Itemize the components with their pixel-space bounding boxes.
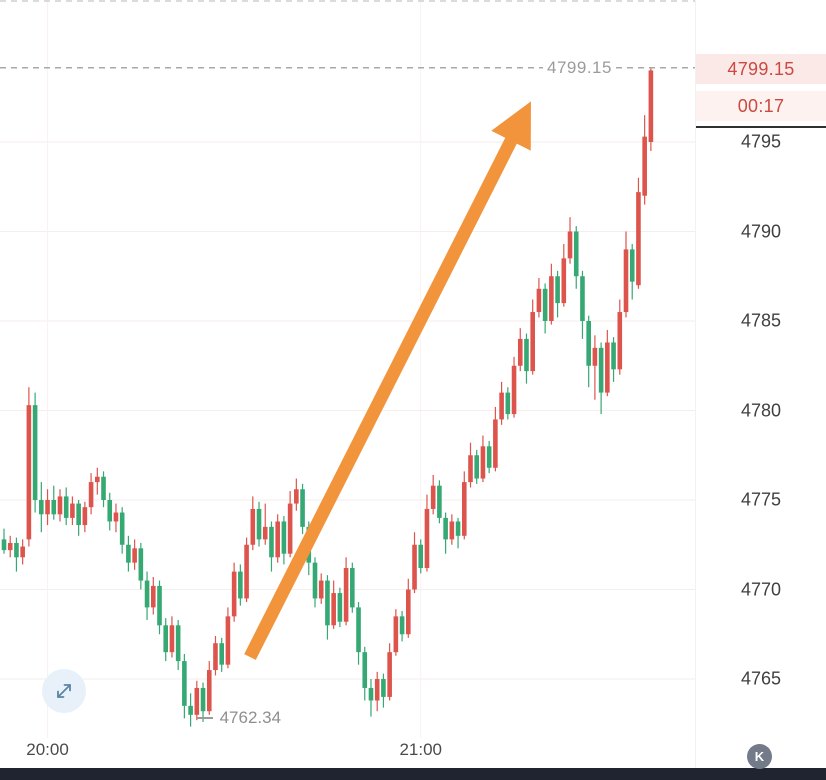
y-axis-label: 4790 [740,221,782,241]
time-label: 21:00 [399,740,443,759]
y-axis-label: 4795 [740,131,782,152]
time-label: 20:00 [26,740,69,759]
candlestick-chart[interactable]: 4799.15 4762.34 20:00 21:00 [0,0,695,768]
y-axis-label: 4785 [740,310,782,331]
low-tick-dash [196,716,213,719]
period-low-label: 4762.34 [196,707,282,728]
panel-divider [696,126,826,128]
y-axis-label: 4765 [740,668,782,689]
y-axis-label: 4770 [740,579,782,599]
low-value: 4762.34 [219,707,282,727]
kline-button[interactable]: K [747,744,772,769]
bottom-bar [0,768,826,780]
last-price-badge: 4799.15 [696,54,826,84]
current-price-line-label: 4799.15 [543,56,616,79]
candles-plot [0,0,695,738]
y-axis-label: 4780 [740,400,782,420]
expand-arrows-icon [57,684,71,698]
fullscreen-button[interactable] [42,669,86,713]
price-axis-panel: 4799.15 00:17 4795 4790 4785 4780 4775 4770 47… [695,0,826,768]
candle-countdown-badge: 00:17 [696,91,826,121]
y-axis-label: 4775 [740,489,782,510]
